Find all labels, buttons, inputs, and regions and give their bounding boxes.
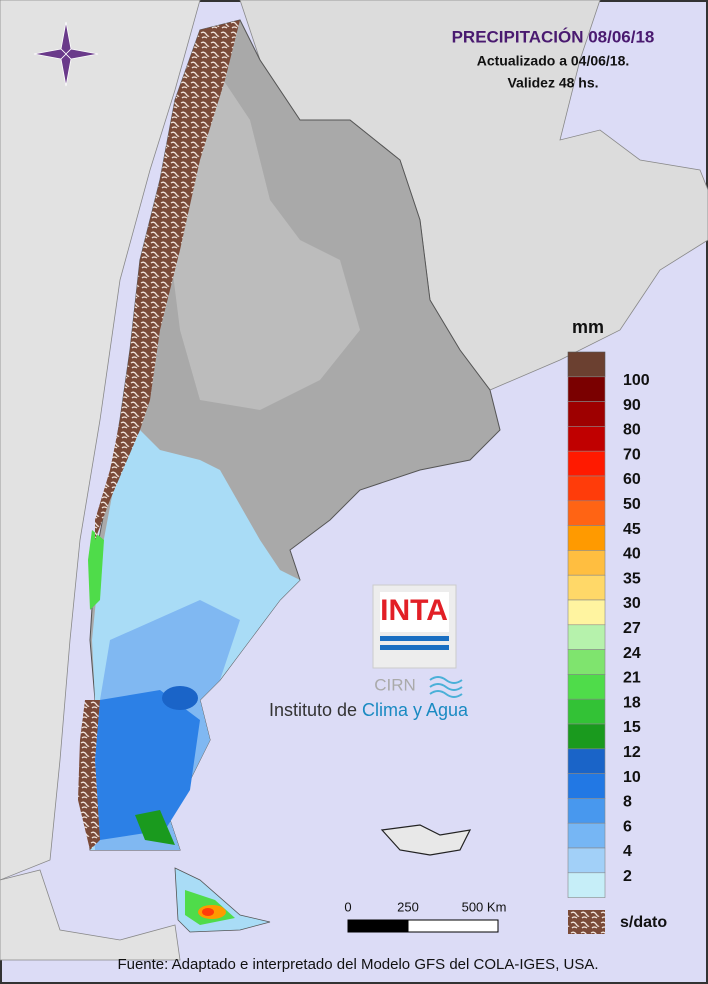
legend-label: 30 xyxy=(623,595,641,612)
legend-swatch xyxy=(567,872,606,898)
legend-label: 15 xyxy=(623,719,641,736)
footer-source: Fuente: Adaptado e interpretado del Mode… xyxy=(117,956,598,973)
legend-label: 10 xyxy=(623,769,641,786)
legend-label: 27 xyxy=(623,620,641,637)
compass-rose xyxy=(33,21,99,87)
legend-label: 12 xyxy=(623,744,641,761)
legend-swatch xyxy=(567,500,606,526)
logo-brand: INTA xyxy=(380,594,448,627)
legend-label: 100 xyxy=(623,372,650,389)
legend-swatch xyxy=(567,674,606,700)
legend-swatch xyxy=(567,624,606,650)
legend-label: 35 xyxy=(623,570,641,587)
legend-label: 90 xyxy=(623,397,641,414)
scale-label: 500 Km xyxy=(462,899,507,914)
title: PRECIPITACIÓN 08/06/18 xyxy=(452,27,655,46)
scale-label: 250 xyxy=(397,899,419,914)
legend-label: 24 xyxy=(623,645,641,662)
legend-label: 45 xyxy=(623,521,641,538)
scale-bar-white xyxy=(407,919,499,933)
legend-swatch xyxy=(567,649,606,675)
legend-label: 4 xyxy=(623,843,632,860)
precip-10 xyxy=(95,690,200,840)
legend-unit: mm xyxy=(572,317,604,337)
relief-shading xyxy=(170,60,360,410)
legend-swatch xyxy=(567,822,606,849)
precip-15 xyxy=(135,810,175,845)
logo-waves xyxy=(429,676,463,698)
logo-stripe xyxy=(380,645,449,650)
logo-stripe xyxy=(380,636,449,641)
chile xyxy=(0,0,201,881)
legend-swatch xyxy=(567,698,606,725)
legend-label: 8 xyxy=(623,794,632,811)
legend-swatch xyxy=(567,847,606,874)
legend-label: 80 xyxy=(623,422,641,439)
legend-swatch xyxy=(567,450,606,477)
legend-swatch xyxy=(567,574,606,601)
legend-swatch-top xyxy=(567,351,606,378)
legend-swatch xyxy=(567,426,606,452)
legend-no-data-swatch xyxy=(568,910,605,934)
legend-swatch xyxy=(567,376,606,402)
no-data-area xyxy=(78,700,100,850)
legend: 100 90 80 70 60 50 45 40 35 30 27 24 21 18 15 12 10 8 6 4 2 xyxy=(567,351,650,898)
logo-institute-name: Clima y Agua xyxy=(362,700,469,720)
legend-label: 18 xyxy=(623,694,641,711)
legend-label: 50 xyxy=(623,496,641,513)
legend-swatch xyxy=(567,798,606,824)
precip-tdf-red xyxy=(202,908,214,916)
chile-south xyxy=(0,869,181,961)
malvinas xyxy=(380,824,472,856)
legend-swatch xyxy=(567,401,606,427)
no-data-area xyxy=(95,20,240,540)
legend-swatch xyxy=(567,550,606,576)
legend-label: 70 xyxy=(623,446,641,463)
logo-center: CIRN xyxy=(374,675,416,694)
legend-swatch xyxy=(567,525,606,551)
precip-12 xyxy=(162,686,198,710)
legend-swatch xyxy=(567,599,606,626)
legend-no-data-label: s/dato xyxy=(620,914,667,931)
legend-swatch xyxy=(567,475,606,502)
legend-swatch xyxy=(567,773,606,799)
scale-label: 0 xyxy=(344,899,351,914)
legend-label: 21 xyxy=(623,670,641,687)
logo-inner xyxy=(380,592,449,632)
legend-swatch xyxy=(567,723,606,750)
legend-label: 60 xyxy=(623,471,641,488)
logo-institute-prefix: Instituto de xyxy=(269,700,357,720)
legend-swatch xyxy=(567,748,606,774)
precip-21 xyxy=(88,530,104,610)
legend-label: 2 xyxy=(623,868,632,885)
legend-label: 6 xyxy=(623,818,632,835)
validity: Validez 48 hs. xyxy=(507,75,598,91)
legend-label: 40 xyxy=(623,546,641,563)
scale-bar-black xyxy=(347,919,409,933)
updated: Actualizado a 04/06/18. xyxy=(477,53,630,69)
